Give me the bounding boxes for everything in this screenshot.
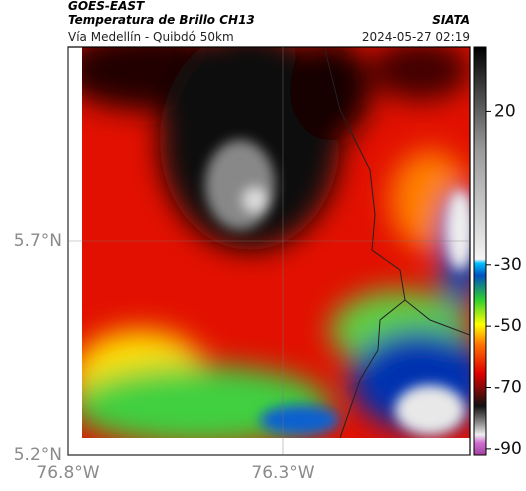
colorbar-tick-label: -50 <box>494 316 522 336</box>
colorbar-tick-label: -70 <box>494 378 522 398</box>
lat-tick-label: 5.2°N <box>14 445 62 465</box>
lon-tick-label: 76.3°W <box>251 463 314 483</box>
lat-tick-label: 5.7°N <box>14 231 62 251</box>
datetime: 2024-05-27 02:19 <box>362 30 470 44</box>
colorbar-tick-label: -90 <box>494 439 522 459</box>
route: Vía Medellín - Quibdó 50km <box>68 30 234 44</box>
colorbar <box>473 46 487 456</box>
source: SIATA <box>432 13 470 27</box>
title: GOES-EAST <box>68 0 145 13</box>
satellite-image <box>82 47 470 438</box>
colorbar-tick-label: -30 <box>494 255 522 275</box>
lon-tick-label: 76.8°W <box>36 463 99 483</box>
subtitle: Temperatura de Brillo CH13 <box>68 13 255 27</box>
colorbar-tick-label: 20 <box>494 101 516 121</box>
axes: 5.2°N 5.7°N 76.8°W 76.3°W 20 -30 -50 -70 -90 <box>14 47 522 483</box>
